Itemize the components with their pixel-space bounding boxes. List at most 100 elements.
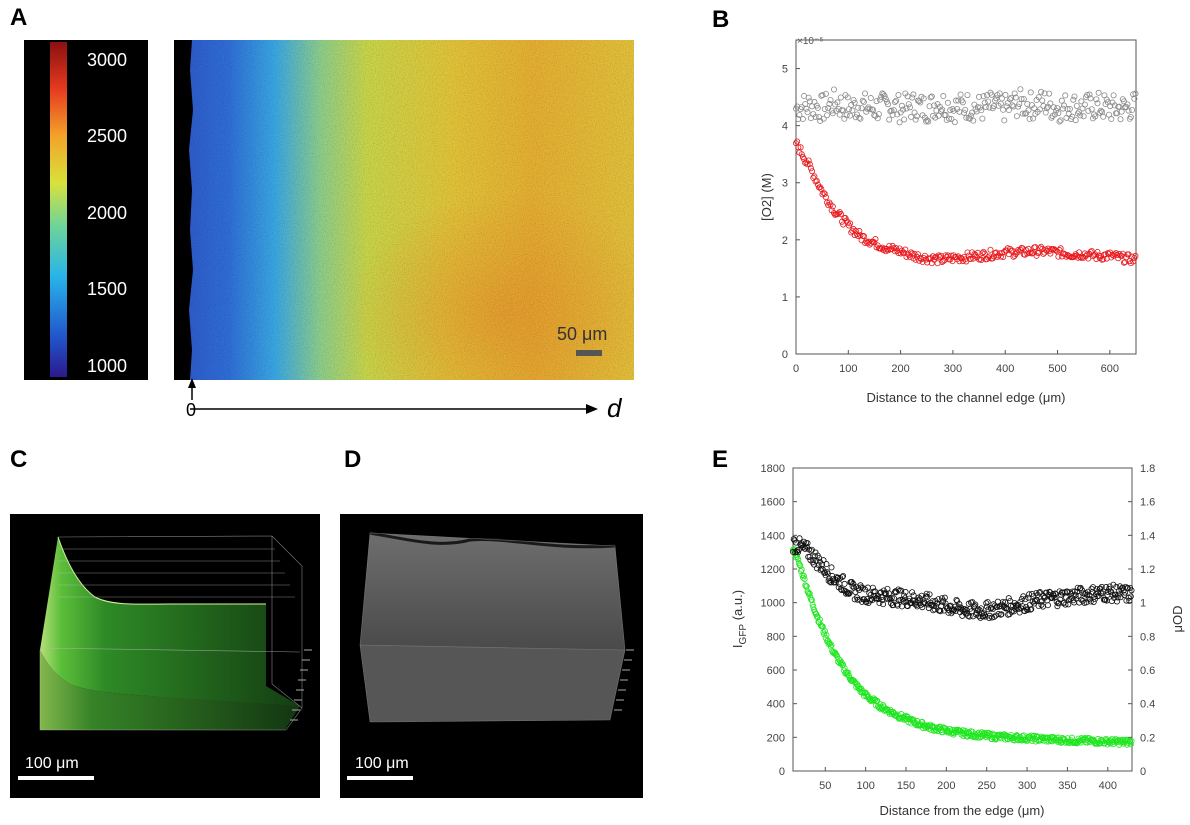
chart-b-point-series-0	[912, 116, 919, 123]
chart-b-point-series-0	[888, 107, 895, 114]
chart-b-point-series-1	[1109, 251, 1116, 258]
chart-e-point-series-1	[983, 600, 990, 607]
chart-b-point-series-0	[1048, 114, 1055, 121]
chart-b-point-series-0	[1129, 107, 1136, 114]
chart-e-point-series-1	[1024, 606, 1031, 613]
chart-b-point-series-0	[1066, 105, 1073, 112]
chart-b-point-series-0	[962, 106, 969, 113]
colorbar-tick-1500: 1500	[87, 279, 127, 299]
chart-b-point-series-0	[875, 111, 882, 118]
chart-e-point-series-1	[984, 598, 991, 605]
chart-b-point-series-0	[890, 107, 897, 114]
chart-b-point-series-0	[948, 115, 955, 122]
chart-b-point-series-0	[925, 118, 932, 125]
chart-e-point-series-1	[890, 595, 897, 602]
chart-e-point-series-1	[828, 564, 835, 571]
chart-e-point-series-1	[980, 613, 987, 620]
chart-b-point-series-0	[970, 117, 977, 124]
chart-e-point-series-1	[1090, 584, 1097, 591]
chart-b-point-series-0	[940, 93, 947, 100]
chart-b-point-series-0	[1065, 110, 1072, 117]
chart-b-point-series-0	[1043, 105, 1050, 112]
chart-e-point-series-0	[808, 597, 815, 604]
chart-e-point-series-1	[813, 565, 820, 572]
chart-e-point-series-1	[820, 557, 827, 564]
chart-b-point-series-0	[826, 100, 833, 107]
chart-b-point-series-1	[980, 248, 987, 255]
chart-e-point-series-1	[846, 590, 853, 597]
chart-e-point-series-0	[1068, 734, 1075, 741]
chart-e-point-series-1	[978, 610, 985, 617]
chart-e-point-series-1	[861, 586, 868, 593]
render-box-ticks	[290, 649, 312, 721]
chart-e-point-series-1	[930, 607, 937, 614]
chart-b-point-series-0	[874, 115, 881, 122]
chart-b-xlabel: Distance to the channel edge (μm)	[867, 390, 1066, 405]
chart-b-point-series-0	[857, 115, 864, 122]
chart-b-point-series-0	[979, 115, 986, 122]
chart-b-point-series-0	[851, 99, 858, 106]
chart-b-point-series-1	[974, 249, 981, 256]
chart-e-ytick-right-label: 0.4	[1140, 699, 1155, 711]
colorbar-tick-1000: 1000	[87, 356, 127, 376]
chart-b-point-series-0	[1039, 97, 1046, 104]
chart-b-point-series-0	[981, 99, 988, 106]
chart-b-point-series-0	[913, 113, 920, 120]
chart-e-point-series-1	[845, 590, 852, 597]
gfp-wall-front	[40, 537, 300, 706]
chart-e-point-series-0	[795, 556, 802, 563]
panel-b: ×10⁻⁵ 0 1 2 3 4 5 0 100 200 300 400 500 600 Distanc…	[759, 36, 1139, 405]
chart-e-ytick-label: 600	[767, 665, 785, 677]
colorbar-tick-3000: 3000	[87, 50, 127, 70]
chart-b-point-series-0	[866, 106, 873, 113]
chart-b-point-series-0	[908, 113, 915, 120]
chart-e-xtick-label: 350	[1058, 780, 1076, 792]
chart-b-point-series-1	[809, 168, 816, 175]
chart-e-ytick-right-label: 0.2	[1140, 732, 1155, 744]
od-render-wireframe	[359, 532, 626, 723]
chart-b-point-series-0	[862, 90, 869, 97]
chart-e-ytick-right-label: 0	[1140, 766, 1146, 778]
chart-e-point-series-1	[941, 594, 948, 601]
chart-e-point-series-1	[892, 588, 899, 595]
chart-b-point-series-1	[1056, 247, 1063, 254]
chart-b-point-series-1	[822, 194, 829, 201]
chart-b-point-series-0	[996, 90, 1003, 97]
chart-b-point-series-0	[1019, 110, 1026, 117]
chart-e-point-series-0	[1093, 740, 1100, 747]
distance-axis-arrowhead	[586, 404, 598, 414]
chart-b-xtick-label: 100	[839, 363, 857, 375]
chart-e-ylabel-suffix: (a.u.)	[730, 590, 745, 624]
chart-e-point-series-1	[796, 535, 803, 542]
chart-b-point-series-0	[910, 91, 917, 98]
chart-b-point-series-0	[998, 95, 1005, 102]
chart-e-point-series-1	[815, 562, 822, 569]
chart-e-point-series-1	[810, 556, 817, 563]
chart-b-point-series-0	[959, 99, 966, 106]
chart-b-point-series-0	[1042, 109, 1049, 116]
chart-b-point-series-0	[1056, 118, 1063, 125]
chart-e-point-series-0	[802, 582, 809, 589]
chart-e-points	[790, 535, 1135, 748]
chart-b-point-series-1	[860, 233, 867, 240]
chart-e-point-series-1	[840, 572, 847, 579]
chart-b-point-series-1	[1094, 249, 1101, 256]
chart-e-point-series-1	[867, 597, 874, 604]
panel-d: 100 μm	[340, 514, 643, 798]
chart-b-point-series-1	[908, 249, 915, 256]
chart-e-point-series-1	[1128, 587, 1135, 594]
chart-b-point-series-0	[836, 111, 843, 118]
od-3d-render-front	[360, 645, 625, 722]
chart-b-point-series-0	[1093, 96, 1100, 103]
chart-b-point-series-1	[794, 138, 801, 145]
chart-b-point-series-0	[844, 94, 851, 101]
chart-b-point-series-0	[885, 101, 892, 108]
chart-b-point-series-0	[928, 93, 935, 100]
distance-origin-label: 0	[186, 400, 196, 420]
chart-b-point-series-0	[803, 105, 810, 112]
chart-b-point-series-0	[1088, 106, 1095, 113]
chart-b-point-series-0	[926, 103, 933, 110]
chart-e-point-series-1	[1065, 601, 1072, 608]
chart-b-point-series-0	[805, 94, 812, 101]
